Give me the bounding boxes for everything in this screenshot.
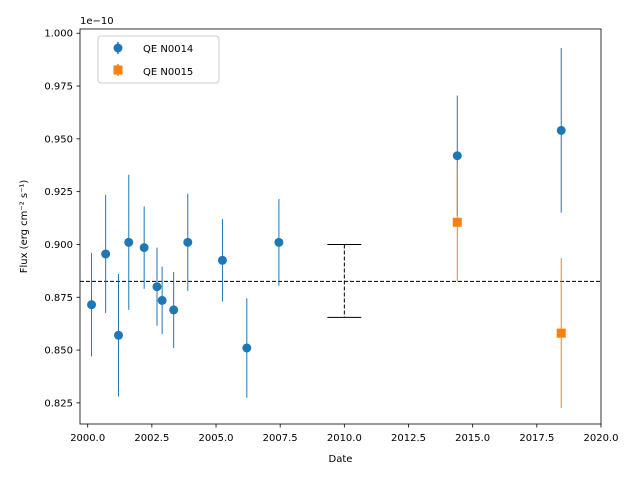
y-tick-label: 0.950 bbox=[44, 134, 73, 145]
y-tick-label: 0.925 bbox=[44, 187, 73, 198]
data-point bbox=[124, 237, 134, 247]
y-axis-label: Flux (erg cm⁻² s⁻¹) bbox=[19, 180, 30, 274]
data-point bbox=[217, 255, 227, 265]
x-tick-label: 2015.0 bbox=[455, 433, 490, 444]
y-tick-label: 0.900 bbox=[44, 240, 73, 251]
x-tick-label: 2012.5 bbox=[391, 433, 426, 444]
x-tick-label: 2007.5 bbox=[263, 433, 298, 444]
data-point bbox=[101, 249, 111, 259]
x-axis-label: Date bbox=[329, 454, 353, 465]
data-point bbox=[169, 305, 179, 315]
data-point bbox=[452, 151, 462, 161]
y-offset-label: 1e−10 bbox=[80, 16, 114, 27]
x-tick-label: 2000.0 bbox=[70, 433, 105, 444]
y-tick-label: 0.850 bbox=[44, 346, 73, 357]
x-tick-label: 2005.0 bbox=[199, 433, 234, 444]
data-point bbox=[183, 237, 193, 247]
data-point bbox=[152, 282, 162, 292]
x-axis-ticks: 2000.0 2002.5 2005.0 2007.5 2010.0 2012.5 2015… bbox=[70, 424, 619, 444]
axes-frame bbox=[79, 28, 602, 425]
x-tick-label: 2020.0 bbox=[584, 433, 619, 444]
y-axis-ticks: 0.825 0.850 0.875 0.900 0.925 0.950 0.975 1.000 bbox=[44, 29, 80, 409]
legend-marker-qe-n0014 bbox=[113, 43, 123, 53]
y-tick-label: 0.875 bbox=[44, 293, 73, 304]
y-tick-label: 1.000 bbox=[44, 29, 73, 40]
legend-marker-qe-n0015 bbox=[113, 65, 123, 75]
data-point bbox=[87, 300, 97, 310]
legend-frame bbox=[97, 35, 220, 84]
y-tick-label: 0.975 bbox=[44, 82, 73, 93]
data-point bbox=[113, 330, 123, 340]
x-tick-label: 2017.5 bbox=[519, 433, 554, 444]
data-point bbox=[452, 217, 462, 227]
data-point bbox=[242, 343, 252, 353]
data-point bbox=[556, 125, 566, 135]
x-tick-label: 2010.0 bbox=[327, 433, 362, 444]
legend-label-qe-n0015: QE N0015 bbox=[143, 67, 193, 78]
legend-label-qe-n0014: QE N0014 bbox=[143, 44, 193, 55]
series-qe-n0014 bbox=[87, 48, 566, 398]
plot-area bbox=[80, 48, 601, 409]
series-qe-n0015 bbox=[452, 163, 566, 409]
x-tick-label: 2002.5 bbox=[134, 433, 169, 444]
y-tick-label: 0.825 bbox=[44, 398, 73, 409]
data-point bbox=[157, 295, 167, 305]
data-point bbox=[274, 237, 284, 247]
data-point bbox=[139, 243, 149, 253]
legend: QE N0014 QE N0015 bbox=[97, 35, 220, 84]
data-point bbox=[556, 328, 566, 338]
